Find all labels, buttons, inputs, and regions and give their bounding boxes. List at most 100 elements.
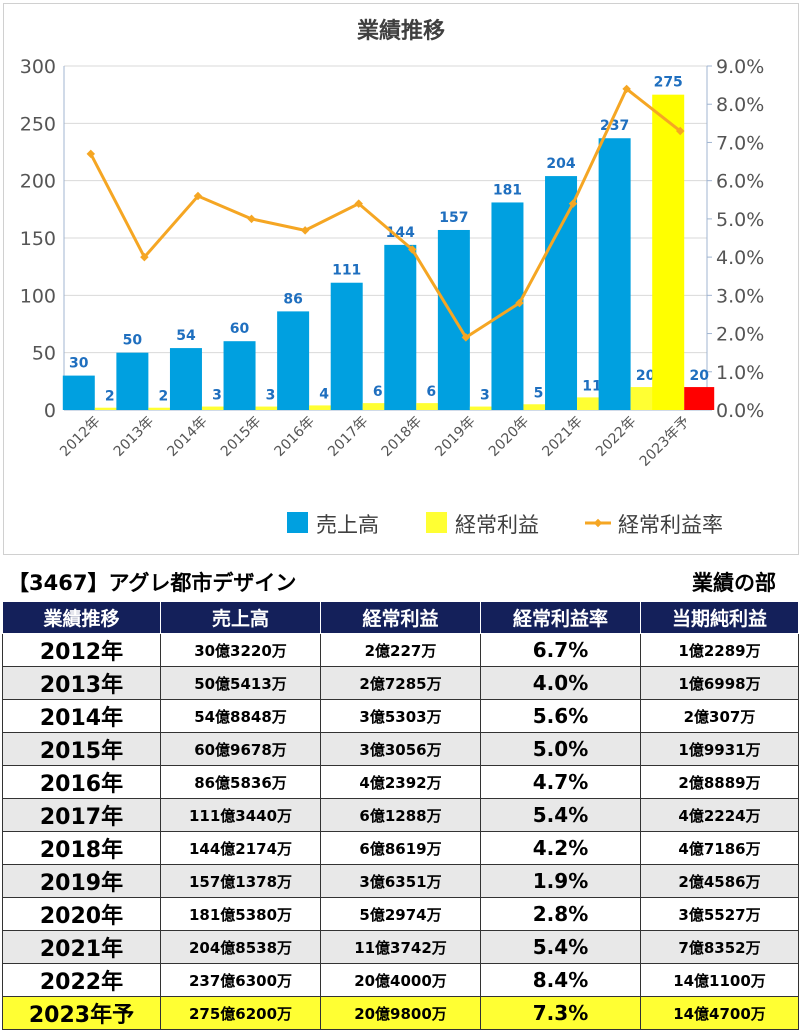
sales-bar xyxy=(116,352,149,410)
row-profit-rate-cell: 7.3% xyxy=(480,996,641,1030)
x-tick-label: 2017年 xyxy=(325,414,371,460)
y2-tick-label: 3.0% xyxy=(716,285,764,307)
sales-bar xyxy=(491,202,524,410)
row-sales-cell: 86億5836万 xyxy=(160,765,321,799)
profit-rate-point xyxy=(247,214,256,224)
x-tick-label: 2020年 xyxy=(486,414,532,460)
sales-data-label: 181 xyxy=(493,182,522,198)
profit-rate-point xyxy=(408,245,417,254)
profit-data-label: 6 xyxy=(426,384,436,400)
header-ordinary-profit: 経常利益 xyxy=(320,601,481,634)
section-label: 業績の部 xyxy=(692,571,776,595)
header-net-income: 当期純利益 xyxy=(640,601,799,634)
table-row: 2018年 144億2174万 6億8619万 4.2% 4億7186万 xyxy=(2,831,799,865)
row-profit-rate-cell: 5.6% xyxy=(480,699,641,733)
table-row: 2022年 237億6300万 20億4000万 8.4% 14億1100万 xyxy=(2,963,799,997)
x-tick-label: 2023年予 xyxy=(637,414,693,470)
row-profit-rate-cell: 2.8% xyxy=(480,897,641,931)
performance-table: 業績推移 売上高 経常利益 経常利益率 当期純利益 2012年 30億3220万 2… xyxy=(2,601,799,1030)
row-sales-cell: 157億1378万 xyxy=(160,864,321,898)
row-period-cell: 2019年 xyxy=(2,864,161,898)
sales-bar xyxy=(223,341,256,410)
x-tick-label: 2019年 xyxy=(432,414,478,460)
row-ordinary-profit-cell: 6億8619万 xyxy=(320,831,481,865)
y2-tick-label: 5.0% xyxy=(716,209,764,231)
sales-data-label: 86 xyxy=(283,291,302,307)
profit-data-label: 3 xyxy=(212,388,222,404)
row-ordinary-profit-cell: 5億2974万 xyxy=(320,897,481,931)
profit-rate-point xyxy=(300,226,310,235)
x-tick-label: 2015年 xyxy=(218,414,264,460)
sales-bar xyxy=(330,282,363,410)
row-sales-cell: 54億8848万 xyxy=(160,699,321,733)
profit-bar xyxy=(255,406,286,410)
row-net-income-cell: 3億5527万 xyxy=(640,897,799,931)
sales-data-label: 157 xyxy=(439,210,468,226)
y2-tick-label: 0.0% xyxy=(716,400,764,422)
profit-bar xyxy=(148,407,179,410)
profit-data-label: 20 xyxy=(689,368,709,384)
profit-bar xyxy=(362,403,393,410)
y2-tick-label: 9.0% xyxy=(716,56,764,78)
y2-tick-label: 8.0% xyxy=(716,94,764,116)
row-net-income-cell: 1億9931万 xyxy=(640,732,799,766)
sales-data-label: 111 xyxy=(332,263,361,279)
row-sales-cell: 204億8538万 xyxy=(160,930,321,964)
profit-rate-line xyxy=(89,86,682,340)
row-period-cell: 2023年予 xyxy=(2,996,161,1030)
row-profit-rate-cell: 4.2% xyxy=(480,831,641,865)
row-profit-rate-cell: 5.0% xyxy=(480,732,641,766)
y-tick-label: 100 xyxy=(20,285,56,307)
row-sales-cell: 237億6300万 xyxy=(160,963,321,997)
company-title: 【3467】アグレ都市デザイン xyxy=(8,571,297,595)
row-ordinary-profit-cell: 20億4000万 xyxy=(320,963,481,997)
profit-bar xyxy=(309,405,340,410)
row-period-cell: 2021年 xyxy=(2,930,161,964)
row-net-income-cell: 14億4700万 xyxy=(640,996,799,1030)
profit-bar xyxy=(469,406,500,410)
profit-data-label: 3 xyxy=(266,388,276,404)
profit-rate-point xyxy=(461,333,471,342)
y-tick-label: 200 xyxy=(20,171,56,193)
performance-chart: 業績推移0501001502002503000.0%1.0%2.0%3.0%4.… xyxy=(20,18,765,537)
y2-tick-label: 2.0% xyxy=(716,324,764,346)
table-row: 2019年 157億1378万 3億6351万 1.9% 2億4586万 xyxy=(2,864,799,898)
profit-bar xyxy=(523,404,554,410)
legend-rate-marker xyxy=(593,518,603,528)
profit-data-label: 2 xyxy=(105,389,115,405)
profit-data-label: 4 xyxy=(319,386,329,402)
row-sales-cell: 50億5413万 xyxy=(160,666,321,700)
x-tick-label: 2022年 xyxy=(593,414,639,460)
row-ordinary-profit-cell: 3億3056万 xyxy=(320,732,481,766)
row-profit-rate-cell: 6.7% xyxy=(480,633,641,667)
row-period-cell: 2020年 xyxy=(2,897,161,931)
sales-bar xyxy=(598,138,631,411)
y-tick-label: 50 xyxy=(32,343,56,365)
y2-tick-label: 1.0% xyxy=(716,362,764,384)
table-row: 2013年 50億5413万 2億7285万 4.0% 1億6998万 xyxy=(2,666,799,700)
row-profit-rate-cell: 5.4% xyxy=(480,930,641,964)
row-sales-cell: 111億3440万 xyxy=(160,798,321,832)
sales-data-label: 204 xyxy=(546,156,575,172)
row-ordinary-profit-cell: 2億227万 xyxy=(320,633,481,667)
header-period: 業績推移 xyxy=(2,601,161,634)
row-net-income-cell: 7億8352万 xyxy=(640,930,799,964)
profit-data-label: 2 xyxy=(159,389,169,405)
legend-sales-swatch xyxy=(287,512,308,533)
row-period-cell: 2018年 xyxy=(2,831,161,865)
y2-tick-label: 4.0% xyxy=(716,247,764,269)
table-header-row: 業績推移 売上高 経常利益 経常利益率 当期純利益 xyxy=(2,601,799,634)
row-ordinary-profit-cell: 4億2392万 xyxy=(320,765,481,799)
profit-rate-point xyxy=(515,298,524,308)
table-row: 2016年 86億5836万 4億2392万 4.7% 2億8889万 xyxy=(2,765,799,799)
row-net-income-cell: 1億6998万 xyxy=(640,666,799,700)
sales-data-label: 54 xyxy=(176,328,196,344)
row-profit-rate-cell: 4.0% xyxy=(480,666,641,700)
row-period-cell: 2012年 xyxy=(2,633,161,667)
row-period-cell: 2016年 xyxy=(2,765,161,799)
y-tick-label: 300 xyxy=(20,56,56,78)
row-profit-rate-cell: 5.4% xyxy=(480,798,641,832)
row-profit-rate-cell: 4.7% xyxy=(480,765,641,799)
row-sales-cell: 181億5380万 xyxy=(160,897,321,931)
sales-bar xyxy=(384,244,417,410)
